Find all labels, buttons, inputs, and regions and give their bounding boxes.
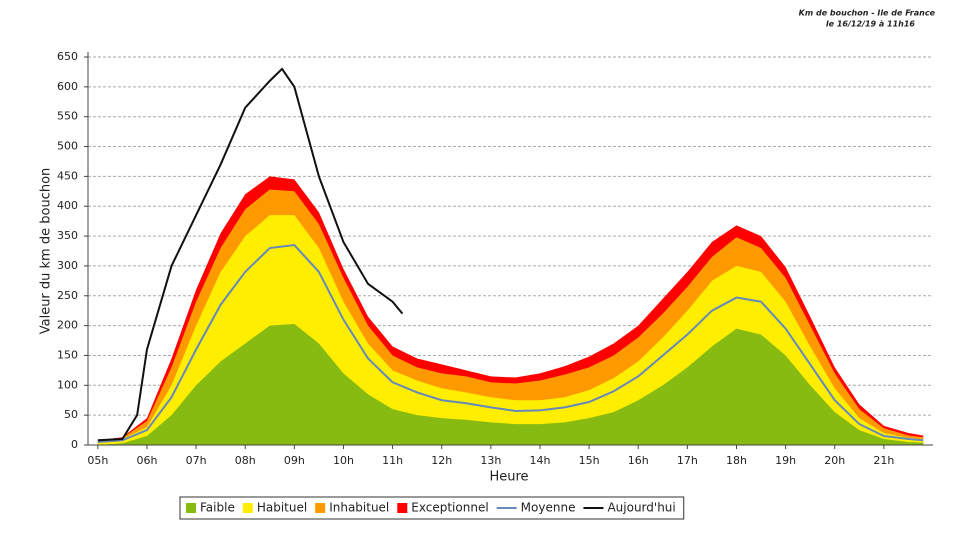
legend-label: Aujourd'hui — [607, 501, 675, 515]
y-tick-label: 0 — [71, 438, 78, 451]
y-tick-label: 250 — [57, 289, 78, 302]
y-tick-label: 500 — [57, 140, 78, 153]
x-tick-label: 20h — [824, 454, 845, 467]
legend-swatch — [315, 503, 326, 513]
x-tick-label: 14h — [529, 454, 550, 467]
x-tick-label: 17h — [677, 454, 698, 467]
y-tick-label: 50 — [64, 408, 78, 421]
x-tick-label: 10h — [333, 454, 354, 467]
legend-label: Inhabituel — [329, 501, 389, 515]
x-tick-label: 11h — [382, 454, 403, 467]
y-tick-label: 100 — [57, 378, 78, 391]
legend-swatch — [186, 503, 196, 513]
line — [97, 243, 924, 444]
y-tick-label: 400 — [57, 199, 78, 212]
y-tick-label: 300 — [57, 259, 78, 272]
chart-title: Km de bouchon - Ile de France — [799, 9, 936, 18]
x-tick-label: 13h — [480, 454, 501, 467]
x-tick-label: 15h — [579, 454, 600, 467]
y-tick-label: 650 — [57, 50, 78, 63]
x-tick-label: 18h — [726, 454, 747, 467]
x-tick-label: 05h — [87, 454, 108, 467]
x-tick-label: 19h — [775, 454, 796, 467]
chart-subtitle: le 16/12/19 à 11h16 — [826, 20, 916, 29]
legend-swatch — [242, 503, 253, 513]
y-tick-label: 350 — [57, 229, 78, 242]
x-tick-label: 06h — [136, 454, 157, 467]
y-tick-label: 550 — [57, 110, 78, 123]
x-tick-label: 09h — [284, 454, 305, 467]
legend-label: Exceptionnel — [411, 501, 488, 515]
y-axis-label: Valeur du km de bouchon — [39, 168, 54, 335]
x-axis-label: Heure — [489, 470, 528, 485]
y-tick-label: 200 — [57, 319, 78, 332]
x-tick-label: 12h — [431, 454, 452, 467]
legend: Faible Habituel Inhabituel Exceptionnel Moye… — [179, 496, 685, 520]
legend-swatch — [397, 503, 408, 513]
legend-box — [179, 496, 685, 520]
x-tick-label: 08h — [235, 454, 256, 467]
legend-label: Faible — [200, 501, 235, 515]
legend-label: Moyenne — [521, 501, 576, 515]
area — [97, 323, 924, 445]
y-tick-label: 600 — [57, 80, 78, 93]
y-tick-label: 150 — [57, 348, 78, 361]
y-tick-label: 450 — [57, 169, 78, 182]
x-tick-label: 16h — [628, 454, 649, 467]
x-tick-label: 07h — [186, 454, 207, 467]
x-tick-label: 21h — [873, 454, 894, 467]
line — [97, 67, 404, 442]
legend-label: Habituel — [257, 501, 307, 515]
